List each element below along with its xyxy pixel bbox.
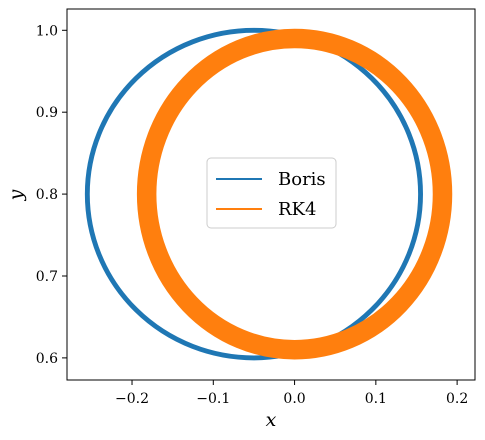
y-axis-label: y xyxy=(5,189,27,201)
y-tick-label: 0.7 xyxy=(36,269,58,285)
y-tick-label: 0.8 xyxy=(36,187,58,203)
x-tick-label: 0.0 xyxy=(283,391,305,407)
x-tick-label: −0.2 xyxy=(115,391,149,407)
y-tick-label: 1.0 xyxy=(36,23,58,39)
y-axis: 0.6 0.7 0.8 0.9 1.0 xyxy=(36,23,67,367)
x-axis-label: x xyxy=(266,409,277,431)
x-tick-label: 0.1 xyxy=(365,391,387,407)
y-tick-label: 0.9 xyxy=(36,105,58,121)
x-tick-label: −0.1 xyxy=(196,391,230,407)
legend-frame xyxy=(206,157,337,229)
legend-label-rk4: RK4 xyxy=(278,199,316,220)
legend: Boris RK4 xyxy=(206,157,337,229)
legend-label-boris: Boris xyxy=(278,169,326,190)
plot-area xyxy=(84,27,453,361)
y-tick-label: 0.6 xyxy=(36,351,58,367)
x-axis: −0.2 −0.1 0.0 0.1 0.2 xyxy=(115,380,468,407)
series-boris-orbit xyxy=(84,27,423,361)
x-tick-label: 0.2 xyxy=(446,391,468,407)
series-rk4-orbit xyxy=(136,28,453,360)
